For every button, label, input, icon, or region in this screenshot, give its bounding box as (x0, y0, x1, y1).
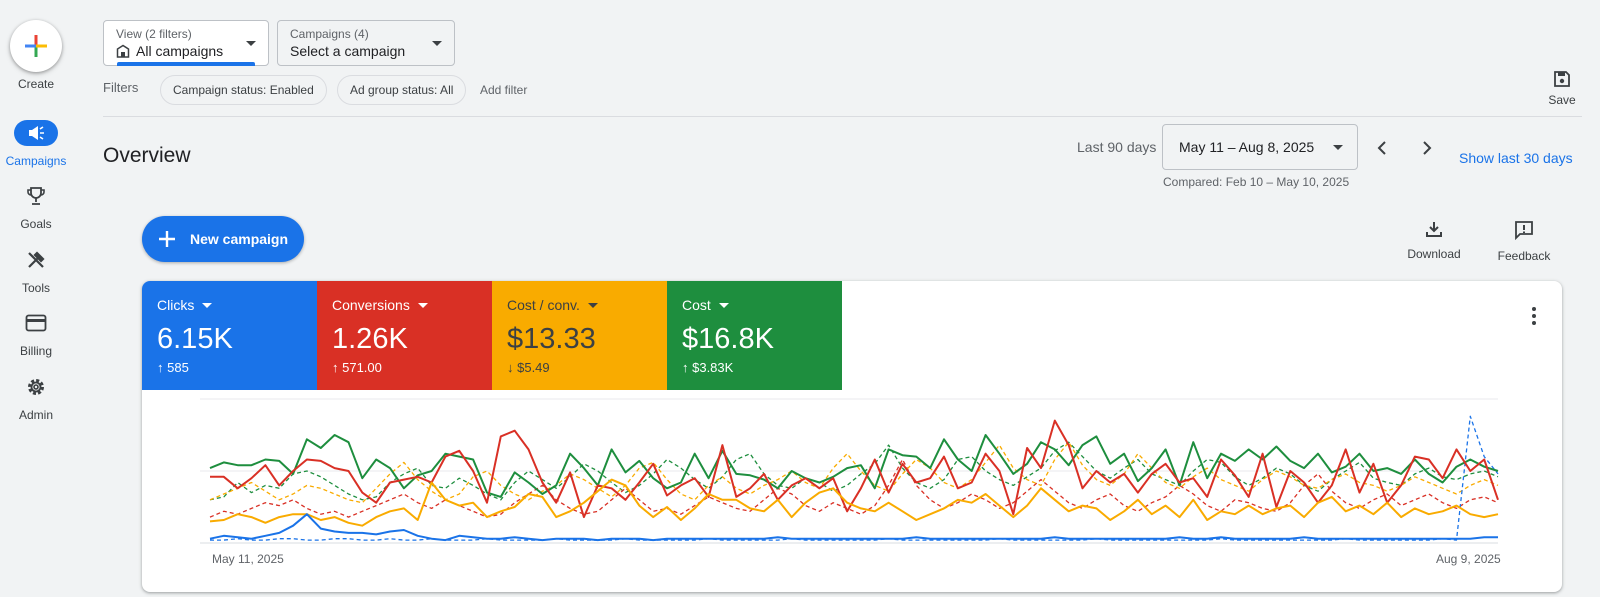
performance-chart: May 11, 2025 Aug 9, 2025 (200, 398, 1501, 566)
rail-item-tools[interactable]: Tools (0, 247, 72, 303)
chevron-right-icon (1423, 141, 1432, 155)
metric-tile-clicks[interactable]: Clicks 6.15K ↑ 585 (142, 281, 317, 390)
date-range-value: May 11 – Aug 8, 2025 (1179, 139, 1315, 155)
add-filter-link[interactable]: Add filter (480, 83, 528, 97)
metric-tile-cost[interactable]: Cost $16.8K ↑ $3.83K (667, 281, 842, 390)
download-button[interactable]: Download (1404, 220, 1464, 261)
date-range-dropdown[interactable]: May 11 – Aug 8, 2025 (1162, 124, 1358, 170)
feedback-label: Feedback (1497, 249, 1551, 263)
chevron-down-icon (432, 41, 442, 46)
building-icon (116, 44, 130, 58)
rail-item-admin[interactable]: Admin (0, 374, 72, 430)
metric-delta: ↑ 571.00 (332, 360, 382, 375)
view-caption: View (2 filters) (116, 27, 192, 41)
metric-name: Clicks (157, 297, 195, 313)
feedback-button[interactable]: Feedback (1494, 220, 1554, 263)
new-campaign-label: New campaign (190, 231, 289, 247)
performance-card: Clicks 6.15K ↑ 585 Conversions 1.26K ↑ 5… (142, 281, 1562, 592)
rail-label-campaigns: Campaigns (5, 154, 67, 168)
metric-value: 1.26K (332, 323, 408, 355)
gear-icon (14, 374, 58, 400)
filters-label: Filters (103, 80, 139, 95)
new-campaign-button[interactable]: New campaign (142, 216, 304, 262)
x-tick-end: Aug 9, 2025 (1436, 552, 1501, 566)
series-line-7 (210, 415, 1499, 541)
chevron-down-icon (246, 41, 256, 46)
compared-range: Compared: Feb 10 – May 10, 2025 (1163, 175, 1350, 189)
metric-delta: ↑ $3.83K (682, 360, 734, 375)
series-line-3 (209, 513, 1498, 542)
metric-value: 6.15K (157, 323, 233, 355)
show-last-30-days-link[interactable]: Show last 30 days (1459, 150, 1573, 166)
rail-label-billing: Billing (19, 344, 52, 358)
save-label: Save (1548, 93, 1576, 107)
chevron-down-icon (417, 302, 428, 308)
more-options-icon[interactable] (1532, 307, 1538, 328)
metric-value: $13.33 (507, 323, 596, 355)
rail-label-tools: Tools (21, 281, 50, 295)
series-line-5 (209, 458, 1499, 518)
rail-label-goals: Goals (20, 217, 52, 231)
x-tick-start: May 11, 2025 (212, 552, 284, 566)
rail-item-billing[interactable]: Billing (0, 310, 72, 366)
tools-icon (14, 247, 58, 273)
metric-value: $16.8K (682, 323, 774, 355)
campaigns-value: Select a campaign (290, 43, 406, 59)
create-button[interactable] (10, 20, 62, 72)
create-label: Create (17, 77, 55, 91)
download-label: Download (1407, 247, 1461, 261)
view-active-indicator (117, 62, 255, 66)
download-icon (1426, 222, 1442, 237)
save-button[interactable]: Save (1542, 70, 1582, 107)
chevron-down-icon (587, 302, 598, 308)
chevron-down-icon (718, 302, 729, 308)
metric-name: Cost (682, 297, 711, 313)
metric-tile-cost-per-conversion[interactable]: Cost / conv. $13.33 ↓ $5.49 (492, 281, 667, 390)
series-line-4 (209, 441, 1499, 501)
filter-divider (103, 116, 1582, 117)
chevron-down-icon (1333, 145, 1343, 150)
floppy-disk-icon (1554, 71, 1570, 87)
page-title: Overview (103, 144, 191, 167)
megaphone-icon (14, 120, 58, 146)
date-range-label: Last 90 days (1077, 139, 1157, 155)
chevron-left-icon (1377, 141, 1386, 155)
series-line-6 (209, 441, 1499, 504)
metric-delta: ↓ $5.49 (507, 360, 550, 375)
view-value: All campaigns (136, 43, 224, 59)
feedback-icon (1515, 221, 1533, 241)
rail-item-goals[interactable]: Goals (0, 183, 72, 239)
metric-tile-conversions[interactable]: Conversions 1.26K ↑ 571.00 (317, 281, 492, 390)
next-period-button[interactable] (1415, 136, 1439, 160)
filter-chip-campaign-status[interactable]: Campaign status: Enabled (160, 75, 327, 105)
campaigns-dropdown[interactable]: Campaigns (4) Select a campaign (277, 20, 455, 66)
metric-name: Cost / conv. (507, 297, 580, 313)
filter-chip-ad-group-status[interactable]: Ad group status: All (337, 75, 467, 105)
previous-period-button[interactable] (1370, 136, 1394, 160)
plus-icon (159, 231, 175, 247)
left-rail: Create Campaigns Goals Tools Billing Adm… (0, 0, 72, 597)
rail-item-campaigns[interactable]: Campaigns (0, 120, 72, 176)
trophy-icon (14, 183, 58, 209)
rail-label-admin: Admin (18, 408, 53, 422)
series-line-0 (209, 434, 1499, 498)
credit-card-icon (14, 310, 58, 336)
plus-icon (25, 35, 47, 57)
metric-delta: ↑ 585 (157, 360, 189, 375)
view-dropdown[interactable]: View (2 filters) All campaigns (103, 20, 269, 66)
campaigns-caption: Campaigns (4) (290, 27, 369, 41)
series-line-2 (209, 478, 1499, 527)
chevron-down-icon (202, 302, 213, 308)
series-line-1 (210, 419, 1499, 519)
metric-name: Conversions (332, 297, 410, 313)
